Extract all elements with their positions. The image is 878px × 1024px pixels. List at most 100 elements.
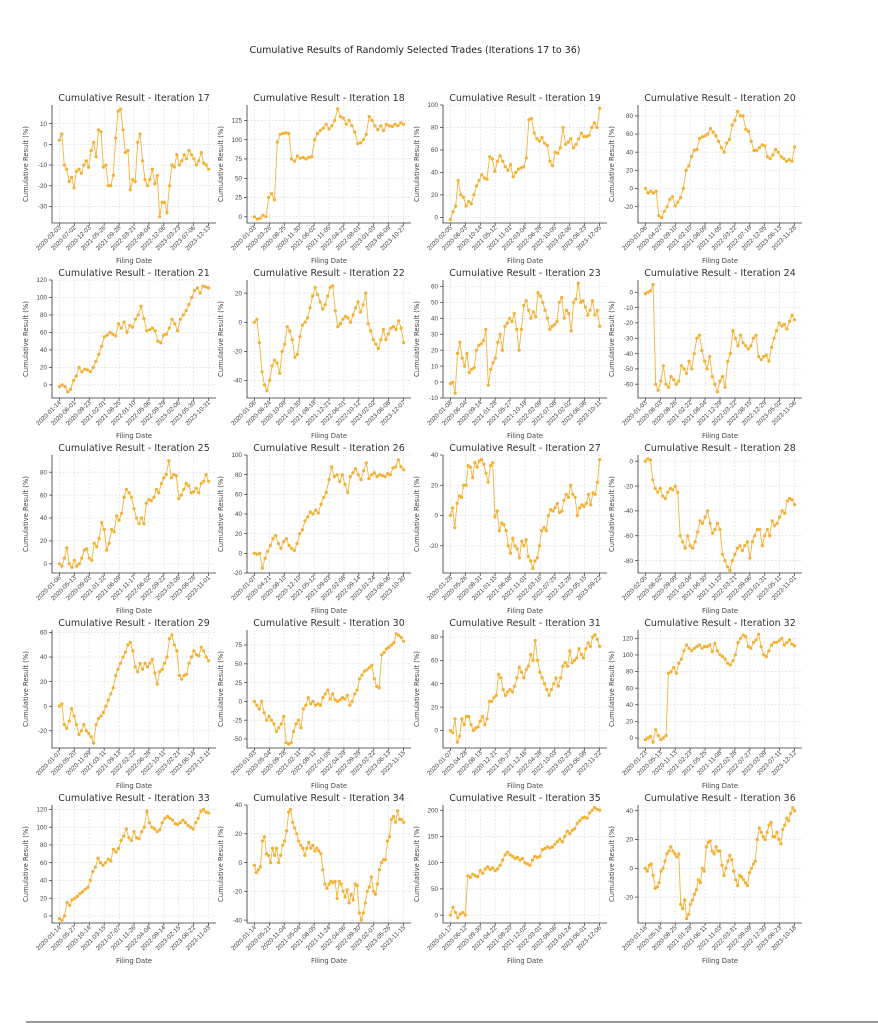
y-axis-label: Cumulative Result (%)	[217, 651, 225, 727]
data-point	[472, 193, 476, 197]
data-point	[735, 546, 740, 550]
y-tick-label: -20	[429, 543, 439, 550]
data-point	[553, 150, 557, 154]
data-point	[109, 184, 113, 188]
data-point	[273, 358, 277, 362]
data-point	[593, 492, 597, 496]
data-point	[268, 543, 272, 548]
data-point	[187, 302, 191, 307]
data-point	[687, 359, 691, 363]
data-point	[77, 732, 81, 737]
y-tick-label: 40	[431, 452, 439, 459]
data-point	[361, 911, 365, 915]
data-point	[99, 130, 103, 134]
data-point	[726, 661, 730, 665]
y-tick-label: 0	[238, 699, 242, 706]
y-tick-label: 120	[622, 636, 633, 643]
data-point	[589, 503, 593, 507]
data-point	[703, 515, 707, 519]
data-point	[487, 699, 491, 703]
data-point	[70, 898, 74, 902]
data-point	[65, 546, 69, 550]
data-point	[757, 355, 761, 359]
data-point	[581, 656, 586, 660]
data-point	[484, 327, 488, 331]
data-point	[364, 461, 368, 465]
data-point	[476, 725, 480, 729]
data-point	[703, 645, 707, 649]
x-axis-label: Filing Date	[702, 607, 738, 615]
subplot-title: Cumulative Result - Iteration 27	[449, 443, 600, 454]
data-point	[204, 472, 208, 477]
data-point	[583, 305, 588, 309]
data-point	[183, 821, 188, 825]
data-point	[321, 696, 325, 700]
data-point	[591, 491, 595, 495]
data-point	[558, 146, 562, 150]
data-point	[527, 308, 531, 312]
y-tick-label: 25	[235, 195, 243, 202]
data-point	[90, 558, 94, 563]
data-point	[573, 495, 577, 499]
y-tick-label: 120	[36, 807, 47, 814]
data-point	[568, 832, 572, 836]
data-point	[734, 878, 738, 882]
data-point	[456, 178, 460, 182]
data-point	[542, 526, 546, 530]
data-point	[477, 178, 481, 182]
data-point	[560, 295, 564, 300]
data-point	[358, 677, 362, 681]
figure-title: Cumulative Results of Randomly Selected …	[250, 45, 581, 56]
data-point	[293, 826, 297, 830]
data-point	[754, 638, 758, 642]
data-point	[515, 547, 519, 551]
y-tick-label: 60	[431, 658, 439, 665]
data-point	[763, 534, 767, 538]
data-point	[292, 548, 296, 553]
data-point	[300, 528, 304, 532]
data-point	[723, 385, 727, 389]
data-point	[524, 299, 528, 303]
data-point	[66, 390, 70, 394]
data-point	[453, 391, 457, 395]
data-point	[375, 882, 379, 886]
data-point	[332, 475, 336, 479]
data-point	[714, 134, 718, 138]
data-point	[339, 882, 343, 886]
data-point	[728, 663, 732, 667]
data-point	[285, 829, 289, 833]
data-point	[180, 159, 184, 163]
data-point	[503, 165, 507, 169]
data-point	[681, 186, 686, 191]
data-point	[667, 849, 671, 853]
data-point	[593, 806, 597, 810]
data-point	[290, 546, 294, 551]
y-tick-label: -10	[429, 395, 439, 402]
data-point	[279, 546, 283, 551]
data-point	[726, 359, 730, 363]
data-point	[646, 191, 650, 195]
data-point	[105, 548, 109, 552]
y-tick-label: 20	[40, 365, 48, 372]
x-axis-label: Filing Date	[116, 607, 152, 615]
data-point	[101, 710, 105, 715]
data-point	[399, 121, 403, 125]
data-point	[160, 667, 164, 671]
data-point	[262, 711, 266, 715]
data-point	[138, 661, 142, 665]
data-point	[793, 318, 797, 322]
data-point	[265, 718, 269, 722]
data-point	[402, 122, 406, 126]
data-point	[204, 655, 208, 659]
y-tick-label: 30	[431, 331, 439, 338]
data-point	[656, 388, 660, 392]
data-point	[787, 319, 792, 323]
y-tick-label: -40	[233, 378, 243, 385]
data-point	[684, 371, 689, 376]
data-point	[67, 562, 71, 566]
data-point	[60, 132, 64, 136]
y-tick-label: 0	[43, 703, 47, 710]
data-point	[690, 367, 694, 371]
data-point	[296, 718, 300, 722]
data-point	[291, 729, 296, 734]
